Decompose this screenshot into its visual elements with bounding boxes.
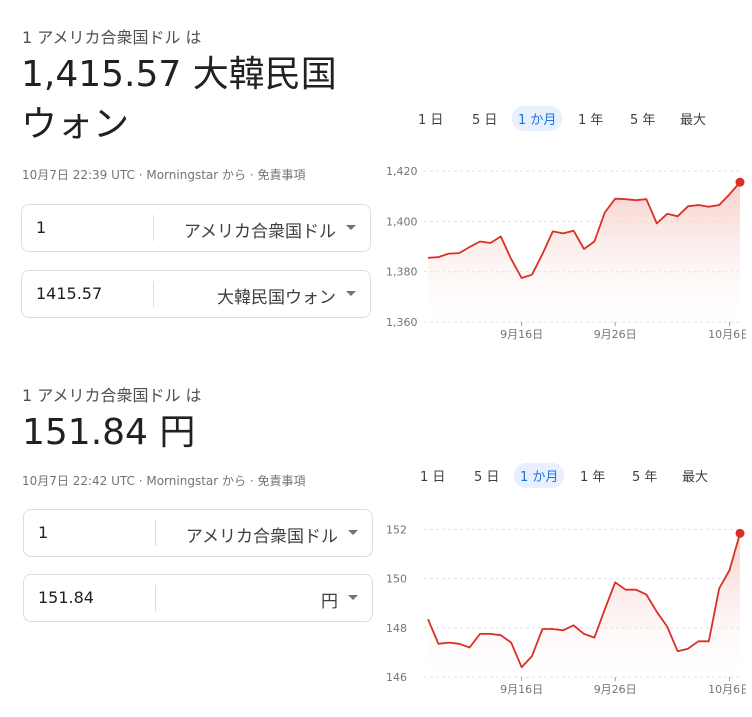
- krw-rate-chart[interactable]: 1,360 1,380 1,400 1,420 9月16日 9月26日 10月6日: [380, 152, 746, 348]
- to-amount-input[interactable]: 151.84: [38, 588, 94, 607]
- disclaimer-link[interactable]: 免責事項: [257, 168, 306, 182]
- tab-1y[interactable]: 1 年: [580, 470, 606, 485]
- y-tick-label: 146: [386, 671, 407, 684]
- tab-1y[interactable]: 1 年: [578, 113, 604, 128]
- x-tick-label: 9月26日: [594, 683, 637, 696]
- jpy-rate-chart[interactable]: 146 148 150 152 9月16日 9月26日 10月6日: [380, 508, 746, 703]
- y-tick-label: 1,420: [386, 165, 418, 178]
- y-tick-label: 150: [386, 573, 407, 586]
- conversion-result-line2: ウォン: [21, 104, 130, 145]
- conversion-result-line1: 1,415.57 大韓民国: [21, 54, 337, 95]
- tab-5y[interactable]: 5 年: [632, 470, 658, 485]
- meta-timestamp: 10月7日 22:39 UTC ·: [22, 168, 147, 182]
- tab-5y[interactable]: 5 年: [630, 113, 656, 128]
- from-currency-box: 1 アメリカ合衆国ドル: [21, 204, 371, 252]
- to-currency-select[interactable]: 円: [321, 592, 338, 612]
- chevron-down-icon[interactable]: [348, 530, 358, 535]
- range-tabs: 1 日 5 日 1 か月 1 年 5 年 最大: [414, 463, 744, 488]
- tab-max[interactable]: 最大: [680, 113, 707, 128]
- conversion-result: 151.84 円: [22, 410, 195, 456]
- x-tick-label: 10月6日: [708, 328, 746, 341]
- series-area: [428, 182, 740, 322]
- x-tick-label: 9月16日: [500, 328, 543, 341]
- y-tick-label: 1,400: [386, 215, 418, 228]
- tab-1d[interactable]: 1 日: [418, 113, 444, 128]
- conversion-subtitle: 1 アメリカ合衆国ドル は: [22, 386, 202, 405]
- x-tick-label: 10月6日: [708, 683, 746, 696]
- divider: [155, 520, 156, 546]
- conversion-result-line1: 151.84 円: [22, 412, 196, 453]
- conversion-meta: 10月7日 22:42 UTC · Morningstar から · 免責事項: [22, 472, 305, 489]
- tab-5d[interactable]: 5 日: [472, 113, 498, 128]
- y-tick-label: 1,380: [386, 266, 418, 279]
- meta-separator: ·: [246, 168, 258, 182]
- from-currency-select[interactable]: アメリカ合衆国ドル: [183, 222, 336, 242]
- chevron-down-icon[interactable]: [346, 225, 356, 230]
- conversion-meta: 10月7日 22:39 UTC · Morningstar から · 免責事項: [22, 166, 305, 183]
- current-value-dot: [735, 528, 745, 538]
- from-currency-box: 1 アメリカ合衆国ドル: [23, 509, 373, 557]
- meta-source-link[interactable]: Morningstar から: [146, 474, 246, 488]
- conversion-subtitle: 1 アメリカ合衆国ドル は: [22, 28, 202, 47]
- from-currency-select[interactable]: アメリカ合衆国ドル: [185, 527, 338, 547]
- to-currency-select[interactable]: 大韓民国ウォン: [217, 288, 336, 308]
- series-line: [427, 181, 741, 279]
- tab-1d[interactable]: 1 日: [420, 470, 446, 485]
- series-area: [428, 533, 740, 677]
- converter-block-krw: 1 アメリカ合衆国ドル は 1,415.57 大韓民国 ウォン 10月7日 22…: [0, 0, 752, 350]
- current-value-dot: [735, 177, 745, 187]
- tab-1m[interactable]: 1 か月: [512, 106, 563, 131]
- meta-separator: ·: [246, 474, 258, 488]
- y-tick-label: 148: [386, 622, 407, 635]
- to-currency-box: 1415.57 大韓民国ウォン: [21, 270, 371, 318]
- x-tick-label: 9月16日: [500, 683, 543, 696]
- to-currency-box: 151.84 円: [23, 574, 373, 622]
- meta-source-link[interactable]: Morningstar から: [146, 168, 246, 182]
- y-tick-label: 152: [386, 523, 407, 536]
- series-line: [427, 533, 741, 669]
- meta-timestamp: 10月7日 22:42 UTC ·: [22, 474, 147, 488]
- divider: [155, 585, 156, 611]
- chevron-down-icon[interactable]: [346, 291, 356, 296]
- conversion-result: 1,415.57 大韓民国 ウォン: [21, 52, 337, 148]
- chevron-down-icon[interactable]: [348, 595, 358, 600]
- to-amount-input[interactable]: 1415.57: [36, 284, 103, 303]
- tab-max[interactable]: 最大: [682, 470, 709, 485]
- tab-1m[interactable]: 1 か月: [514, 463, 565, 488]
- divider: [153, 215, 154, 241]
- y-tick-label: 1,360: [386, 316, 418, 329]
- x-tick-label: 9月26日: [594, 328, 637, 341]
- disclaimer-link[interactable]: 免責事項: [257, 474, 306, 488]
- range-tabs: 1 日 5 日 1 か月 1 年 5 年 最大: [412, 106, 742, 131]
- divider: [153, 281, 154, 307]
- from-amount-input[interactable]: 1: [38, 523, 49, 542]
- from-amount-input[interactable]: 1: [36, 218, 47, 237]
- tab-5d[interactable]: 5 日: [474, 470, 500, 485]
